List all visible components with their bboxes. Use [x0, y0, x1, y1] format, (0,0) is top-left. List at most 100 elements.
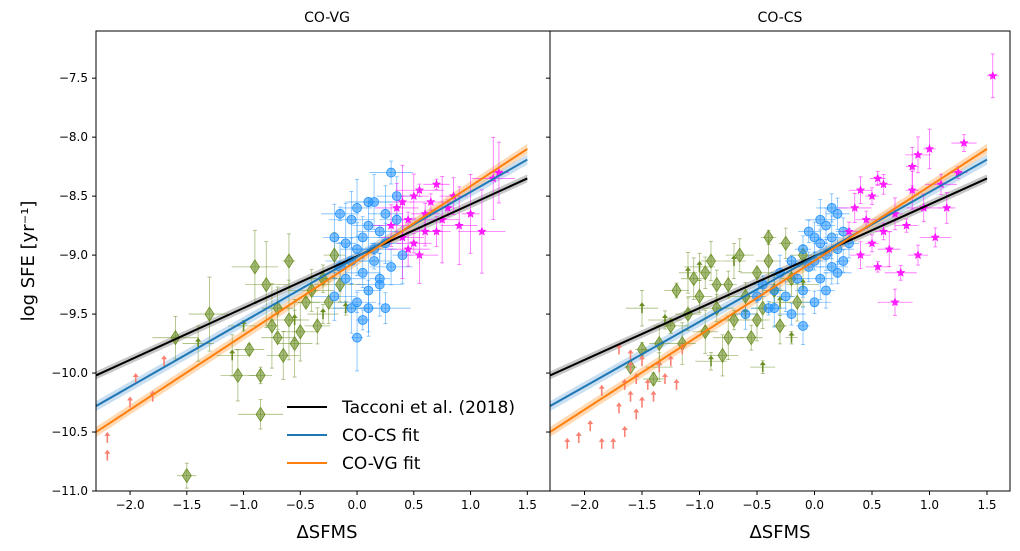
salmon-lower-limit-arrow [587, 420, 594, 432]
y-tick-label: −9.0 [59, 248, 88, 262]
fit-line [550, 158, 988, 407]
fit-line [96, 158, 528, 407]
legend-label: Tacconi et al. (2018) [341, 398, 515, 418]
salmon-lower-limit-arrow [627, 361, 634, 373]
salmon-lower-limit-arrow [575, 431, 582, 443]
salmon-lower-limit-arrow [627, 349, 634, 361]
green-diamond-point [255, 367, 266, 384]
x-tick-label: 1.5 [518, 498, 537, 512]
x-tick-label: −1.0 [685, 498, 714, 512]
green-diamond-point [694, 288, 705, 305]
magenta-star-point [414, 185, 425, 195]
x-axis-label: ΔSFMS [749, 522, 810, 543]
salmon-lower-limit-arrow [104, 449, 111, 461]
blue-circle-point [740, 309, 751, 319]
green-diamond-point [278, 347, 289, 364]
green-diamond-point [283, 312, 294, 328]
x-tick-label: −1.5 [172, 498, 201, 512]
blue-circle-point [786, 309, 797, 319]
blue-circle-point [380, 208, 391, 219]
green-lower-limit-arrow [777, 296, 783, 308]
x-tick-label: 1.0 [461, 498, 480, 512]
magenta-star-point [878, 179, 889, 189]
blue-circle-point [386, 261, 397, 272]
y-tick-label: −8.0 [59, 130, 88, 144]
blue-circle-point [798, 285, 808, 296]
magenta-star-point [907, 161, 917, 171]
salmon-lower-limit-arrow [639, 355, 645, 367]
magenta-star-point [890, 297, 900, 307]
magenta-star-point [907, 185, 917, 195]
magenta-star-point [426, 197, 436, 206]
salmon-lower-limit-arrow [673, 378, 680, 390]
green-diamond-point [249, 259, 260, 275]
salmon-lower-limit-arrow [621, 426, 628, 438]
x-tick-label: −2.0 [115, 498, 144, 512]
green-diamond-point [181, 467, 192, 484]
salmon-lower-limit-arrow [161, 355, 168, 367]
x-tick-label: 0.0 [805, 498, 824, 512]
salmon-lower-limit-arrow [610, 437, 617, 449]
x-tick-label: 0.0 [348, 498, 367, 512]
green-diamond-point [244, 341, 255, 358]
salmon-lower-limit-arrow [662, 372, 668, 384]
green-lower-limit-arrow [696, 260, 703, 272]
x-tick-label: 0.5 [404, 498, 423, 512]
green-lower-limit-arrow [291, 313, 298, 325]
green-diamond-point [300, 294, 311, 311]
x-tick-label: −1.0 [229, 498, 258, 512]
blue-circle-point [374, 226, 385, 237]
green-diamond-point [763, 253, 774, 269]
blue-circle-point [780, 291, 791, 302]
plot-frame [549, 30, 1011, 492]
green-diamond-point [752, 312, 762, 328]
blue-circle-point [826, 203, 837, 213]
blue-circle-point [832, 208, 843, 219]
blue-circle-point [792, 273, 803, 284]
green-diamond-point [729, 312, 739, 328]
green-diamond-point [723, 329, 734, 346]
magenta-star-point [855, 185, 866, 195]
magenta-star-point [884, 244, 894, 254]
magenta-star-point [403, 214, 413, 224]
x-tick-label: 1.0 [920, 498, 939, 512]
green-lower-limit-arrow [639, 302, 645, 314]
y-axis-label: log SFE [yr⁻¹] [18, 201, 39, 322]
blue-circle-point [374, 273, 385, 284]
magenta-star-point [392, 203, 402, 212]
green-diamond-point [272, 329, 283, 346]
magenta-star-point [431, 226, 442, 236]
magenta-star-point [403, 244, 413, 254]
green-diamond-point [283, 253, 294, 269]
magenta-star-point [454, 220, 464, 230]
green-lower-limit-arrow [685, 266, 691, 278]
y-tick-label: −10.0 [51, 366, 88, 380]
fit-line [550, 148, 988, 433]
legend-entry-co-cs: CO-CS fit [287, 426, 420, 446]
magenta-star-point [861, 214, 871, 224]
green-diamond-point [734, 247, 745, 263]
blue-circle-point [346, 303, 357, 314]
blue-circle-point [357, 267, 368, 278]
magenta-star-point [420, 226, 430, 236]
blue-circle-point [391, 191, 402, 202]
y-tick-label: −10.5 [51, 425, 88, 439]
x-tick-label: 0.5 [862, 498, 881, 512]
magenta-star-point [930, 232, 940, 242]
x-tick-label: 1.5 [977, 498, 996, 512]
blue-circle-point [809, 232, 820, 243]
magenta-star-point [867, 191, 877, 200]
legend-entry-co-vg: CO-VG fit [287, 454, 421, 474]
green-diamond-point [775, 318, 785, 334]
green-lower-limit-arrow [320, 308, 326, 320]
blue-circle-point [363, 285, 374, 296]
magenta-star-point [878, 226, 889, 236]
blue-circle-point [838, 256, 849, 266]
green-diamond-point [723, 276, 734, 293]
blue-circle-point [826, 232, 837, 243]
salmon-lower-limit-arrow [564, 437, 571, 449]
magenta-star-point [867, 238, 877, 248]
green-lower-limit-arrow [731, 255, 737, 266]
legend-entry-tacconi: Tacconi et al. (2018) [287, 398, 515, 418]
